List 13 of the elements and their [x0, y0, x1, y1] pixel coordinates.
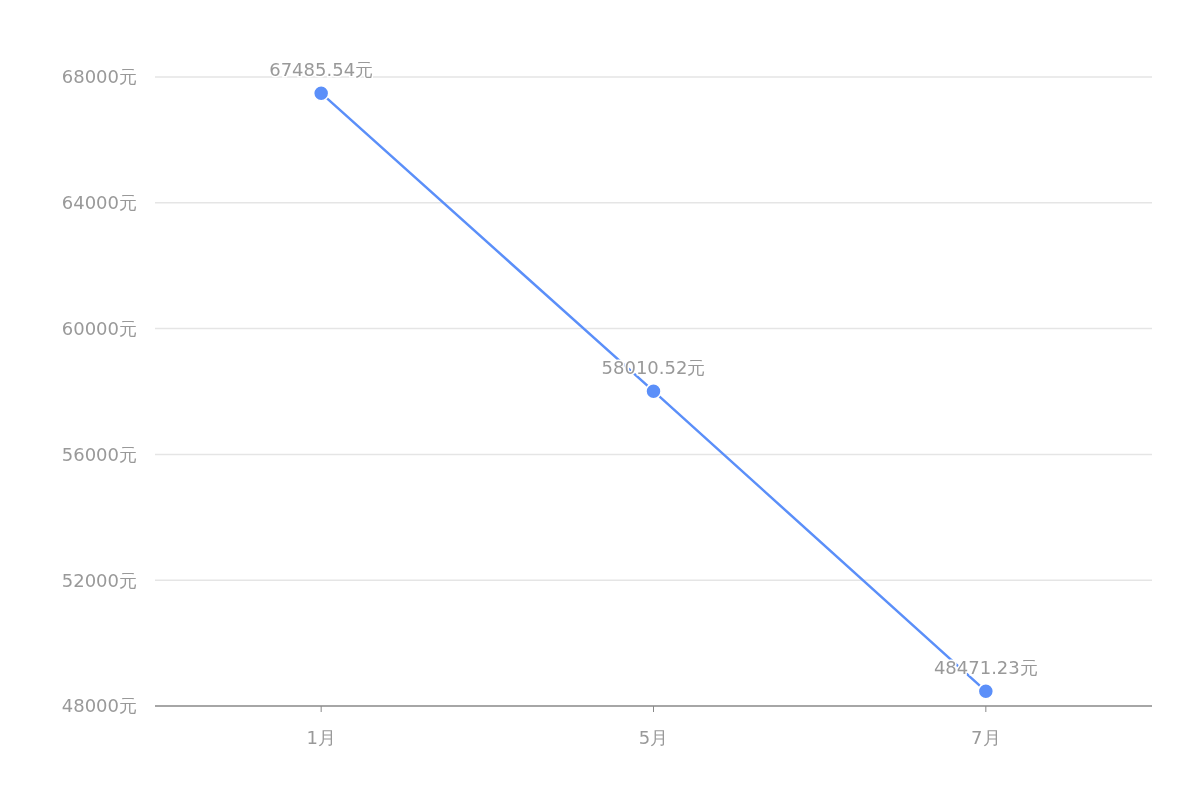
point [312, 84, 330, 102]
y-tick-label: 68000元 [61, 66, 137, 88]
y-tick-label: 56000元 [61, 443, 137, 465]
y-tick-label: 64000元 [61, 192, 137, 214]
point [977, 682, 995, 700]
y-tick-label: 60000元 [61, 317, 137, 339]
x-tick-label: 5月 [638, 727, 669, 748]
x-tick-label: 1月 [306, 727, 336, 748]
data-label: 67485.54元 [269, 59, 374, 81]
y-tick-label: 52000元 [61, 569, 137, 591]
point [645, 382, 662, 400]
x-tick-label: 7月 [971, 727, 1001, 748]
y-tick-label: 48000元 [61, 695, 137, 717]
